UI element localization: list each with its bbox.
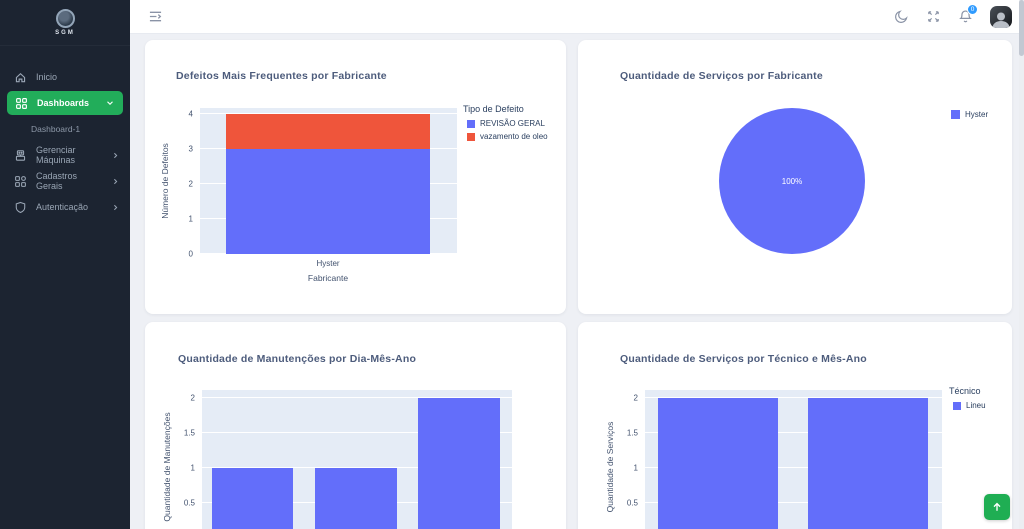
- legend-item[interactable]: REVISÃO GERAL: [463, 119, 548, 128]
- legend-label: Lineu: [966, 401, 986, 410]
- legend-label: REVISÃO GERAL: [480, 119, 545, 128]
- chevron-right-icon: [114, 152, 118, 158]
- y-tick: 0.5: [183, 498, 195, 508]
- legend: Técnico Lineu: [949, 386, 986, 414]
- plot-area[interactable]: [200, 108, 457, 254]
- legend-label: vazamento de oleo: [480, 132, 548, 141]
- topbar: 0: [130, 0, 1024, 34]
- y-tick: 1: [633, 463, 638, 473]
- legend-swatch: [953, 401, 961, 410]
- y-axis-title: Quantidade de Serviços: [605, 421, 615, 513]
- bell-icon: [959, 10, 972, 23]
- chevron-right-icon: [114, 204, 118, 210]
- legend-title: Tipo de Defeito: [463, 104, 524, 114]
- legend-swatch: [467, 119, 475, 128]
- home-icon: [15, 72, 26, 82]
- y-tick: 0: [188, 249, 193, 259]
- chevron-down-icon: [107, 101, 113, 106]
- notification-badge: 0: [967, 4, 978, 15]
- chart-title: Defeitos Mais Frequentes por Fabricante: [176, 70, 387, 82]
- legend: Hyster: [951, 110, 988, 123]
- card-defeitos-por-fabricante: Defeitos Mais Frequentes por Fabricante …: [145, 40, 566, 314]
- sidebar-item-autenticacao[interactable]: Autenticação: [0, 194, 130, 220]
- bar-vazamento-de-oleo[interactable]: [226, 114, 430, 149]
- legend-swatch: [467, 132, 475, 141]
- y-tick: 1: [190, 463, 195, 473]
- card-servicos-por-fabricante: Quantidade de Serviços por Fabricante 10…: [578, 40, 1012, 314]
- registry-grid-icon: [15, 175, 26, 187]
- bar[interactable]: [315, 468, 397, 529]
- moon-icon: [895, 10, 908, 23]
- logo-emblem-icon: [55, 9, 75, 28]
- sidebar-toggle-button[interactable]: [148, 10, 163, 23]
- scroll-to-top-button[interactable]: [984, 494, 1010, 520]
- y-tick: 1: [188, 214, 193, 224]
- sidebar-item-cadastros-gerais[interactable]: Cadastros Gerais: [0, 168, 130, 194]
- sidebar-item-dashboard-1[interactable]: Dashboard-1: [0, 116, 130, 142]
- x-tick: Hyster: [316, 259, 340, 268]
- arrow-up-icon: [993, 502, 1001, 511]
- page-scrollbar[interactable]: [1019, 0, 1024, 529]
- chart-title: Quantidade de Manutenções por Dia-Mês-An…: [178, 353, 417, 365]
- pie-value-label: 100%: [781, 176, 803, 186]
- bar[interactable]: [658, 398, 778, 529]
- plot-area[interactable]: [645, 390, 942, 529]
- y-axis-title: Quantidade de Manutenções: [162, 412, 172, 522]
- dark-mode-button[interactable]: [894, 9, 909, 24]
- plot-area[interactable]: [202, 390, 512, 529]
- chart-title: Quantidade de Serviços por Técnico e Mês…: [620, 353, 867, 365]
- legend-item[interactable]: Hyster: [951, 110, 988, 119]
- sidebar-item-label: Gerenciar Máquinas: [36, 145, 76, 165]
- sidebar: SGM Inicio Dashboards Dashboard-1 Gerenc…: [0, 0, 130, 529]
- app-logo[interactable]: SGM: [0, 0, 130, 46]
- scrollbar-thumb[interactable]: [1019, 0, 1024, 56]
- y-tick: 1.5: [183, 428, 195, 438]
- dashboard-grid-icon: [16, 97, 27, 109]
- y-tick: 0.5: [626, 498, 638, 508]
- bar-revisao-geral[interactable]: [226, 149, 430, 254]
- y-tick: 1.5: [626, 428, 638, 438]
- y-tick: 3: [188, 144, 193, 154]
- sidebar-item-label: Inicio: [36, 72, 58, 82]
- y-tick: 2: [188, 179, 193, 189]
- bar[interactable]: [418, 398, 500, 529]
- legend-item[interactable]: vazamento de oleo: [463, 132, 548, 141]
- expand-arrows-icon: [928, 11, 939, 22]
- pie-slice-hyster[interactable]: 100%: [719, 108, 865, 254]
- x-axis-title: Fabricante: [307, 273, 349, 283]
- fullscreen-button[interactable]: [926, 9, 941, 24]
- bar[interactable]: [808, 398, 928, 529]
- sidebar-item-label: Cadastros Gerais: [36, 171, 78, 191]
- legend-title: Técnico: [949, 386, 981, 396]
- person-silhouette-icon: [992, 12, 1010, 28]
- notifications-button[interactable]: 0: [958, 4, 978, 24]
- shield-icon: [15, 201, 26, 213]
- logo-text: SGM: [55, 30, 75, 36]
- card-servicos-por-tecnico: Quantidade de Serviços por Técnico e Mês…: [578, 322, 1012, 529]
- sidebar-item-label: Dashboards: [37, 98, 90, 108]
- sidebar-item-gerenciar-maquinas[interactable]: Gerenciar Máquinas: [0, 142, 130, 168]
- robot-icon: [15, 149, 26, 161]
- sidebar-subitem-label: Dashboard-1: [31, 124, 81, 134]
- legend-swatch: [951, 110, 960, 119]
- bar[interactable]: [212, 468, 293, 529]
- legend: Tipo de Defeito REVISÃO GERAL vazamento …: [463, 104, 548, 145]
- user-avatar[interactable]: [990, 5, 1012, 28]
- card-manutencoes-por-dia-mes-ano: Quantidade de Manutenções por Dia-Mês-An…: [145, 322, 566, 529]
- sidebar-item-label: Autenticação: [36, 202, 89, 212]
- sidebar-item-inicio[interactable]: Inicio: [0, 64, 130, 90]
- sidebar-item-dashboards[interactable]: Dashboards: [7, 91, 123, 115]
- chart-title: Quantidade de Serviços por Fabricante: [620, 70, 823, 82]
- chevron-right-icon: [114, 178, 118, 184]
- sidebar-nav: Inicio Dashboards Dashboard-1 Gerenciar …: [0, 46, 130, 220]
- legend-label: Hyster: [965, 110, 989, 119]
- y-tick: 2: [190, 393, 195, 403]
- y-axis-title: Número de Defeitos: [160, 143, 170, 219]
- legend-item[interactable]: Lineu: [949, 401, 986, 410]
- menu-toggle-icon: [149, 11, 162, 22]
- y-tick: 2: [633, 393, 638, 403]
- y-tick: 4: [188, 109, 193, 119]
